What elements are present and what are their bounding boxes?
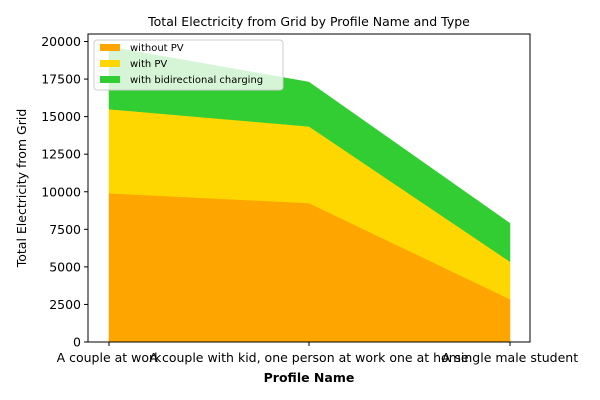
y-tick-label: 17500 [41, 72, 81, 87]
chart-title: Total Electricity from Grid by Profile N… [147, 14, 470, 29]
y-tick-label: 2500 [49, 297, 81, 312]
legend-swatch [100, 76, 120, 83]
y-tick-label: 12500 [41, 147, 81, 162]
y-axis: 0 2500 5000 7500 10000 12500 15000 17500 20000 [41, 34, 88, 350]
y-tick-label: 10000 [41, 184, 81, 199]
x-tick-label: A couple with kid, one person at work on… [149, 350, 468, 365]
legend-label: without PV [130, 43, 184, 54]
legend: without PV with PV with bidirectional char… [93, 39, 284, 91]
legend-swatch [100, 60, 120, 67]
y-tick-label: 5000 [49, 259, 81, 274]
y-axis-label: Total Electricity from Grid [14, 109, 29, 269]
y-tick-label: 20000 [41, 34, 81, 49]
y-tick-label: 7500 [49, 222, 81, 237]
y-tick-label: 15000 [41, 109, 81, 124]
legend-box [93, 39, 284, 91]
legend-label: with bidirectional charging [130, 75, 263, 86]
legend-label: with PV [130, 59, 167, 70]
y-tick-label: 0 [73, 335, 81, 350]
x-tick-label: A couple at work [57, 350, 163, 365]
legend-swatch [100, 44, 120, 51]
x-axis-label: Profile Name [264, 370, 355, 385]
area-layers [108, 46, 511, 343]
area-series-3 [108, 46, 511, 263]
x-tick-label: A single male student [442, 350, 578, 365]
